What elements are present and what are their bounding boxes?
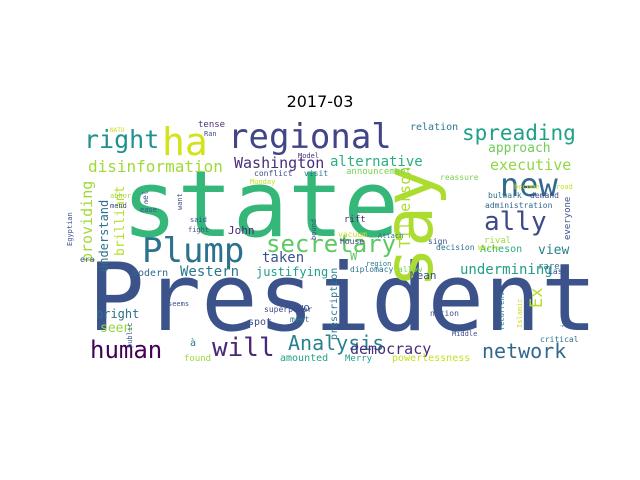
cloud-word: human xyxy=(90,336,162,364)
cloud-word: Merry xyxy=(345,354,373,364)
cloud-word: allow xyxy=(398,265,422,274)
cloud-word: want xyxy=(176,193,184,210)
cloud-word: White xyxy=(478,244,499,252)
cloud-word: diplomacy xyxy=(350,265,394,274)
cloud-word: era xyxy=(80,255,95,264)
cloud-word: recurrent xyxy=(498,292,506,330)
cloud-word: undermining xyxy=(460,262,553,278)
cloud-word: state xyxy=(122,151,399,258)
cloud-word: House xyxy=(340,237,364,246)
cloud-word: new xyxy=(500,166,559,204)
cloud-word: Mean xyxy=(410,269,437,282)
chart-title: 2017-03 xyxy=(286,92,354,111)
cloud-word: rift xyxy=(344,215,366,225)
cloud-word: executive xyxy=(490,156,571,174)
cloud-word: say xyxy=(370,165,449,288)
cloud-word: Islamic xyxy=(516,298,524,328)
cloud-word: Monday xyxy=(250,178,275,186)
cloud-word: modern xyxy=(132,268,168,279)
cloud-word: el xyxy=(141,190,150,200)
cloud-word: become xyxy=(514,183,539,191)
cloud-word: democracy xyxy=(350,340,431,358)
cloud-word: rare xyxy=(538,262,560,272)
cloud-word: Acheson xyxy=(480,244,522,255)
cloud-word: nation xyxy=(430,309,459,318)
cloud-word: critical xyxy=(540,335,579,344)
cloud-word: Model xyxy=(298,152,319,160)
cloud-word: e xyxy=(144,198,148,206)
cloud-word: Egyptian xyxy=(66,212,74,246)
cloud-word: spreading xyxy=(462,121,576,145)
cloud-word: relation xyxy=(410,122,458,133)
cloud-word: John xyxy=(228,224,255,237)
cloud-word: public xyxy=(126,323,134,348)
cloud-word: said xyxy=(190,216,207,224)
cloud-word: secretary xyxy=(266,230,396,258)
cloud-word: Ran xyxy=(204,130,217,138)
cloud-word: demand xyxy=(530,191,559,200)
cloud-word: understand xyxy=(97,200,111,272)
cloud-word: found xyxy=(184,354,211,364)
cloud-word: powerlessness xyxy=(392,353,470,364)
cloud-word: ha xyxy=(162,120,208,164)
cloud-word: sign xyxy=(428,237,447,246)
cloud-word: Washington xyxy=(234,154,324,172)
cloud-word: brilliant xyxy=(113,186,128,256)
cloud-word: conflict xyxy=(254,169,293,178)
cloud-word: bound xyxy=(310,219,318,240)
cloud-word: W xyxy=(350,249,358,263)
cloud-word: announcement xyxy=(346,167,411,177)
cloud-word: reassure xyxy=(440,173,479,182)
cloud-word: disinformation xyxy=(88,157,223,176)
cloud-word: Plump xyxy=(142,231,244,271)
cloud-word: NATO xyxy=(110,127,125,134)
cloud-word: right xyxy=(84,125,159,154)
cloud-word: meet xyxy=(290,315,309,324)
cloud-word: regional xyxy=(228,117,392,157)
cloud-word: administration xyxy=(485,201,553,210)
cloud-word: abhor xyxy=(110,192,131,200)
cloud-word: à xyxy=(190,337,196,349)
cloud-word: will xyxy=(212,333,275,363)
cloud-word: amounted xyxy=(280,353,328,364)
cloud-word: bright xyxy=(96,307,139,321)
cloud-word: alternative xyxy=(330,154,423,170)
cloud-word: superpower xyxy=(264,305,312,314)
cloud-word: rival xyxy=(484,236,511,246)
cloud-word: decision xyxy=(436,243,475,252)
cloud-word: Tillerson xyxy=(396,167,414,248)
cloud-word: everyone xyxy=(563,197,573,240)
cloud-word: taken xyxy=(262,250,304,266)
cloud-word: Ex xyxy=(527,288,547,308)
cloud-word: Western xyxy=(180,264,239,280)
cloud-word: Attach xyxy=(378,232,403,240)
cloud-word: Last xyxy=(548,267,567,276)
cloud-word: intended xyxy=(560,294,568,328)
cloud-word: justifying xyxy=(256,265,328,279)
cloud-word: region xyxy=(366,260,391,268)
cloud-word: Middle xyxy=(452,330,477,338)
cloud-word: road xyxy=(556,183,573,191)
cloud-word: visit xyxy=(304,169,328,178)
cloud-word: view xyxy=(538,243,569,258)
cloud-word: seems xyxy=(168,300,189,308)
cloud-word: two xyxy=(290,301,310,314)
cloud-word: President xyxy=(88,244,597,353)
cloud-word: network xyxy=(482,339,566,363)
cloud-word: seen xyxy=(100,321,131,336)
cloud-word: approach xyxy=(488,141,551,156)
cloud-word: spot xyxy=(248,317,272,328)
cloud-word: tense xyxy=(198,120,225,130)
cloud-word: bulwark xyxy=(488,191,522,200)
cloud-word: mend xyxy=(110,202,127,210)
cloud-word: providing xyxy=(78,181,96,262)
cloud-word: ease xyxy=(140,206,157,214)
cloud-word: fight xyxy=(188,226,209,234)
cloud-word: vacuum xyxy=(338,230,367,239)
cloud-word: prescription xyxy=(329,268,340,340)
cloud-word: ally xyxy=(484,207,547,237)
cloud-word: Analysis xyxy=(288,331,384,355)
